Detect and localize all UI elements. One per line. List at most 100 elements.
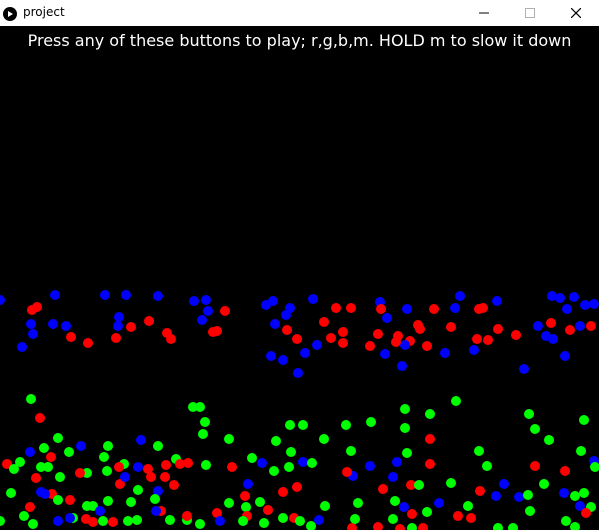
red-particle: [114, 462, 124, 472]
blue-particle: [197, 315, 207, 325]
red-particle: [25, 502, 35, 512]
green-particle: [188, 402, 198, 412]
blue-particle: [50, 290, 60, 300]
blue-particle: [203, 306, 213, 316]
blue-particle: [575, 321, 585, 331]
red-particle: [183, 458, 193, 468]
green-particle: [247, 453, 257, 463]
green-particle: [285, 420, 295, 430]
green-particle: [422, 507, 432, 517]
red-particle: [425, 459, 435, 469]
green-particle: [463, 501, 473, 511]
green-particle: [320, 501, 330, 511]
green-particle: [0, 516, 5, 526]
green-particle: [319, 434, 329, 444]
green-particle: [82, 468, 92, 478]
red-particle: [406, 480, 416, 490]
blue-particle: [53, 516, 63, 526]
red-particle: [326, 333, 336, 343]
blue-particle: [298, 457, 308, 467]
blue-particle: [151, 506, 161, 516]
red-particle: [546, 318, 556, 328]
blue-particle: [382, 313, 392, 323]
green-particle: [414, 480, 424, 490]
green-particle: [55, 472, 65, 482]
blue-particle: [492, 296, 502, 306]
blue-particle: [114, 312, 124, 322]
blue-particle: [469, 345, 479, 355]
minimize-icon: [479, 8, 489, 18]
green-particle: [102, 466, 112, 476]
green-particle: [353, 498, 363, 508]
green-particle: [482, 461, 492, 471]
close-button[interactable]: [553, 0, 599, 26]
blue-particle: [589, 299, 599, 309]
red-particle: [446, 322, 456, 332]
green-particle: [579, 488, 589, 498]
blue-particle: [519, 364, 529, 374]
game-canvas[interactable]: Press any of these buttons to play; r,g,…: [0, 26, 599, 530]
blue-particle: [136, 435, 146, 445]
red-particle: [560, 466, 570, 476]
red-particle: [161, 460, 171, 470]
green-particle: [590, 462, 599, 472]
blue-particle: [65, 513, 75, 523]
red-particle: [478, 303, 488, 313]
green-particle: [278, 513, 288, 523]
red-particle: [373, 329, 383, 339]
minimize-button[interactable]: [461, 0, 507, 26]
blue-particle: [440, 348, 450, 358]
green-particle: [99, 452, 109, 462]
green-particle: [544, 435, 554, 445]
red-particle: [182, 511, 192, 521]
blue-particle: [450, 303, 460, 313]
red-particle: [212, 508, 222, 518]
green-particle: [284, 462, 294, 472]
green-particle: [53, 495, 63, 505]
red-particle: [292, 334, 302, 344]
blue-particle: [434, 498, 444, 508]
blue-particle: [388, 472, 398, 482]
green-particle: [306, 521, 316, 530]
blue-particle: [548, 334, 558, 344]
green-particle: [425, 409, 435, 419]
blue-particle: [28, 329, 38, 339]
green-particle: [446, 478, 456, 488]
red-particle: [373, 522, 383, 530]
title-bar[interactable]: project: [0, 0, 599, 26]
red-particle: [342, 467, 352, 477]
green-particle: [39, 443, 49, 453]
blue-particle: [40, 489, 50, 499]
blue-particle: [499, 479, 509, 489]
green-particle: [539, 479, 549, 489]
red-particle: [31, 473, 41, 483]
green-particle: [53, 433, 63, 443]
green-particle: [402, 448, 412, 458]
red-particle: [422, 341, 432, 351]
red-particle: [376, 304, 386, 314]
red-particle: [391, 337, 401, 347]
red-particle: [586, 321, 596, 331]
green-particle: [9, 464, 19, 474]
red-particle: [65, 495, 75, 505]
green-particle: [570, 491, 580, 501]
blue-particle: [25, 447, 35, 457]
maximize-button[interactable]: [507, 0, 553, 26]
red-particle: [530, 461, 540, 471]
blue-particle: [120, 472, 130, 482]
green-particle: [28, 519, 38, 529]
blue-particle: [189, 296, 199, 306]
green-particle: [286, 447, 296, 457]
green-particle: [508, 523, 518, 530]
blue-particle: [562, 304, 572, 314]
green-particle: [15, 457, 25, 467]
green-particle: [350, 514, 360, 524]
blue-particle: [547, 291, 557, 301]
green-particle: [390, 496, 400, 506]
green-particle: [407, 523, 417, 530]
red-particle: [581, 508, 591, 518]
red-particle: [346, 303, 356, 313]
red-particle: [144, 316, 154, 326]
green-particle: [43, 462, 53, 472]
red-particle: [46, 452, 56, 462]
